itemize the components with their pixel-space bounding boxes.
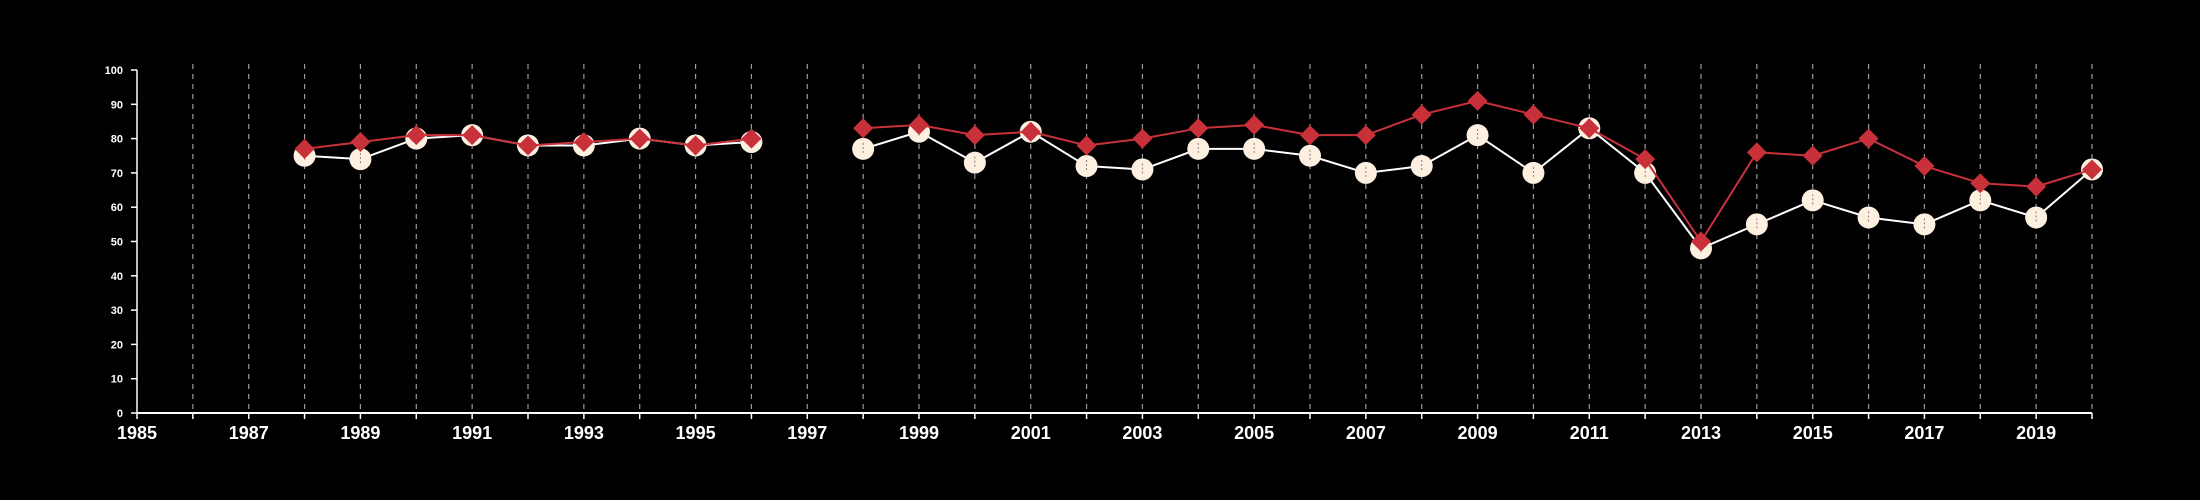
y-tick-label: 10 (111, 374, 123, 386)
x-tick-label: 2013 (1681, 423, 1721, 443)
series-2-point-2001 (1020, 121, 1041, 142)
series-2-point-2015 (1802, 145, 1823, 166)
series-2 (294, 90, 2102, 252)
series-2-point-2005 (1244, 114, 1265, 135)
series-2-point-2002 (1076, 135, 1097, 156)
series-2-point-1994 (629, 128, 650, 149)
series-2-point-2010 (1523, 104, 1544, 125)
series-2-point-2006 (1300, 125, 1320, 146)
y-tick-label: 50 (111, 237, 123, 249)
series-2-point-2008 (1411, 104, 1432, 125)
x-tick-label: 2003 (1122, 423, 1162, 443)
x-tick-label: 2009 (1458, 423, 1498, 443)
x-tick-label: 2015 (1793, 423, 1833, 443)
x-tick-label: 2007 (1346, 423, 1386, 443)
series-group (293, 90, 2103, 260)
series-2-point-1998 (853, 118, 874, 139)
y-tick-label: 20 (111, 339, 123, 351)
series-2-point-2016 (1858, 128, 1879, 149)
y-tick-label: 40 (111, 271, 123, 283)
y-tick-label: 0 (117, 408, 123, 420)
series-2-point-2020 (2082, 159, 2102, 180)
series-2-point-2007 (1355, 125, 1376, 146)
series-2-point-1991 (462, 125, 483, 146)
series-2-point-2017 (1914, 156, 1935, 177)
series-2-point-1990 (406, 125, 427, 146)
series-2-point-2003 (1132, 128, 1153, 149)
x-tick-label: 2017 (1904, 423, 1944, 443)
series-2-point-2019 (2026, 176, 2047, 197)
series-2-point-2009 (1467, 90, 1488, 111)
x-tick-label: 1985 (117, 423, 157, 443)
series-2-point-1989 (350, 132, 371, 153)
series-2-point-2018 (1970, 173, 1991, 194)
y-tick-label: 100 (105, 65, 123, 77)
vertical-gridlines (192, 64, 2093, 413)
y-tick-label: 80 (111, 134, 123, 146)
axes (131, 69, 2093, 419)
x-tick-label: 1999 (899, 423, 939, 443)
y-tick-label: 70 (111, 168, 123, 180)
x-tick-label: 1991 (452, 423, 492, 443)
x-tick-label: 2001 (1011, 423, 1051, 443)
y-tick-label: 60 (111, 202, 123, 214)
series-2-point-1988 (294, 138, 315, 159)
series-2-point-2013 (1691, 231, 1711, 252)
x-tick-label: 1987 (229, 423, 269, 443)
x-tick-label: 1997 (787, 423, 827, 443)
x-tick-label: 1993 (564, 423, 604, 443)
series-2-point-2012 (1635, 149, 1656, 170)
series-2-point-2004 (1188, 118, 1209, 139)
series-2-point-2000 (964, 125, 985, 146)
tick-labels: 0 10 20 30 40 50 60 70 80 90 100 1985 1987 1989 1991 19… (105, 65, 2057, 443)
series-2-point-2014 (1746, 142, 1767, 163)
series-2-point-1995 (685, 135, 706, 156)
y-tick-label: 30 (111, 305, 123, 317)
x-tick-label: 2019 (2016, 423, 2056, 443)
series-2-point-1993 (573, 132, 594, 153)
series-2-point-1999 (909, 114, 929, 135)
x-tick-label: 2005 (1234, 423, 1274, 443)
series-2-point-2011 (1579, 118, 1600, 139)
x-tick-label: 2011 (1570, 423, 1609, 443)
x-tick-label: 1989 (340, 423, 380, 443)
x-tick-label: 1995 (676, 423, 716, 443)
series-2-point-1992 (518, 135, 538, 156)
series-2-point-1996 (741, 128, 762, 149)
y-tick-label: 90 (111, 99, 123, 111)
